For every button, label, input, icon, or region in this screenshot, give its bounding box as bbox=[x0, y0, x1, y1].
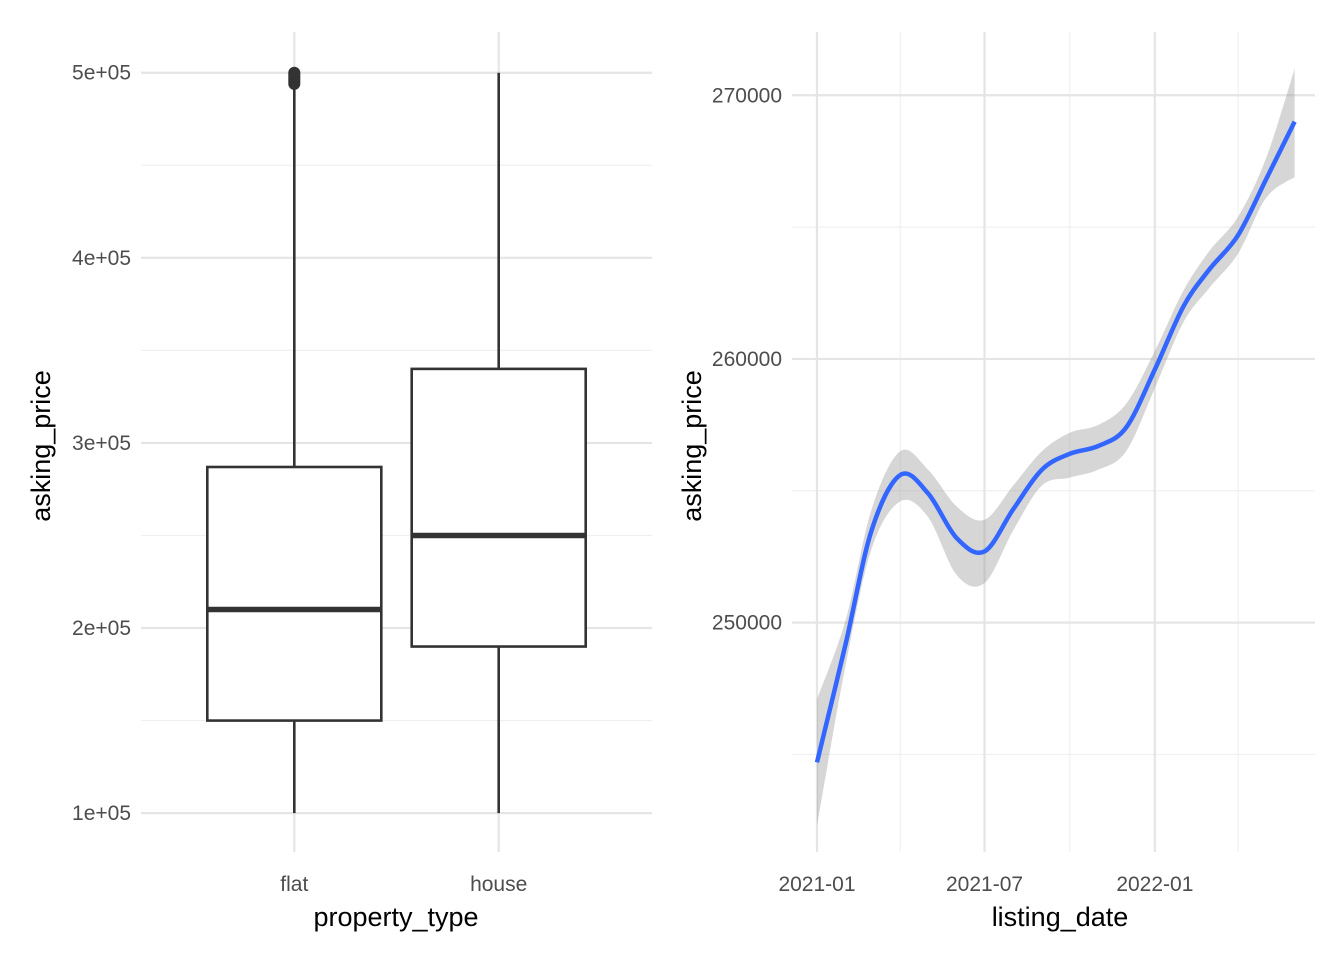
iqr-box bbox=[206, 465, 383, 722]
y-tick-label: 270000 bbox=[712, 84, 782, 107]
x-tick-label: 2022-01 bbox=[1116, 873, 1193, 896]
boxplot-y-tick-labels: 1e+05 2e+05 3e+05 4e+05 5e+05 bbox=[72, 62, 131, 825]
y-tick-label: 1e+05 bbox=[72, 802, 131, 825]
box-house bbox=[410, 72, 588, 814]
x-tick-label: 2021-07 bbox=[946, 873, 1023, 896]
x-tick-label: 2021-01 bbox=[778, 873, 855, 896]
iqr-box bbox=[410, 367, 588, 648]
line-x-tick-labels: 2021-01 2021-07 2022-01 bbox=[778, 873, 1193, 896]
outlier-point bbox=[288, 66, 301, 79]
y-tick-label: 3e+05 bbox=[72, 432, 131, 455]
line-y-axis-title: asking_price bbox=[677, 370, 707, 522]
boxplot-panel: 1e+05 2e+05 3e+05 4e+05 5e+05 flat house prop… bbox=[26, 32, 652, 932]
line-gridlines bbox=[792, 32, 1315, 852]
smooth-line bbox=[814, 120, 1297, 763]
boxplot-x-tick-labels: flat house bbox=[280, 873, 527, 896]
boxplot-x-axis-title: property_type bbox=[313, 902, 478, 932]
boxplot-y-axis-title: asking_price bbox=[26, 370, 56, 522]
y-tick-label: 250000 bbox=[712, 612, 782, 635]
confidence-band bbox=[816, 68, 1295, 826]
boxplot-boxes bbox=[206, 66, 588, 814]
line-series bbox=[814, 68, 1297, 826]
y-tick-label: 260000 bbox=[712, 348, 782, 371]
box-flat bbox=[206, 66, 383, 814]
y-tick-label: 2e+05 bbox=[72, 617, 131, 640]
y-tick-label: 4e+05 bbox=[72, 247, 131, 270]
line-x-axis-title: listing_date bbox=[992, 902, 1129, 932]
line-y-tick-labels: 250000 260000 270000 bbox=[712, 84, 782, 634]
smooth-line-panel: 250000 260000 270000 2021-01 2021-07 2022-01… bbox=[677, 32, 1315, 932]
x-tick-label: house bbox=[470, 873, 527, 896]
x-tick-label: flat bbox=[280, 873, 308, 896]
y-tick-label: 5e+05 bbox=[72, 62, 131, 85]
